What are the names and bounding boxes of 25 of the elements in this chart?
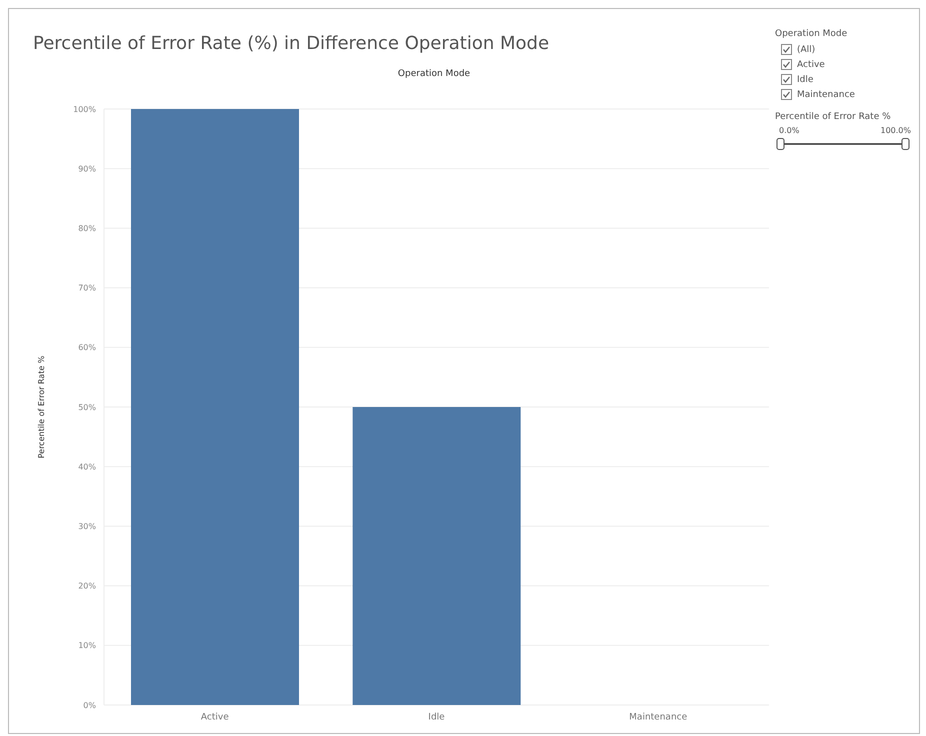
text: Operation Mode: [775, 29, 848, 39]
y-tick-label: 30%: [78, 522, 96, 532]
text: (All): [797, 44, 816, 54]
y-tick-label: 20%: [78, 582, 96, 591]
y-tick-label: 0%: [83, 700, 96, 710]
y-tick-label: 50%: [78, 402, 96, 412]
text: 100.0%: [880, 126, 911, 135]
x-tick-label: Idle: [428, 712, 446, 722]
y-tick-label: 60%: [78, 343, 96, 352]
y-tick-label: 80%: [78, 224, 96, 234]
x-axis-title: Operation Mode: [396, 69, 472, 79]
y-tick-label: 70%: [78, 284, 96, 293]
x-tick-label: Maintenance: [629, 712, 688, 722]
y-tick-label: 90%: [78, 164, 96, 174]
y-tick-label: 100%: [73, 104, 96, 114]
text: Idle: [797, 74, 814, 84]
text: Percentile of Error Rate %: [775, 112, 892, 122]
text: Maintenance: [797, 90, 855, 100]
y-tick-label: 10%: [78, 641, 96, 650]
chart-title: Percentile of Error Rate (%) in Difference Operation Mode: [33, 33, 550, 54]
y-tick-label: 40%: [78, 462, 96, 472]
text: 0.0%: [779, 126, 800, 135]
x-tick-label: Active: [200, 712, 230, 722]
text: Active: [797, 60, 825, 70]
y-axis-title: Percentile of Error Rate %: [36, 355, 46, 458]
